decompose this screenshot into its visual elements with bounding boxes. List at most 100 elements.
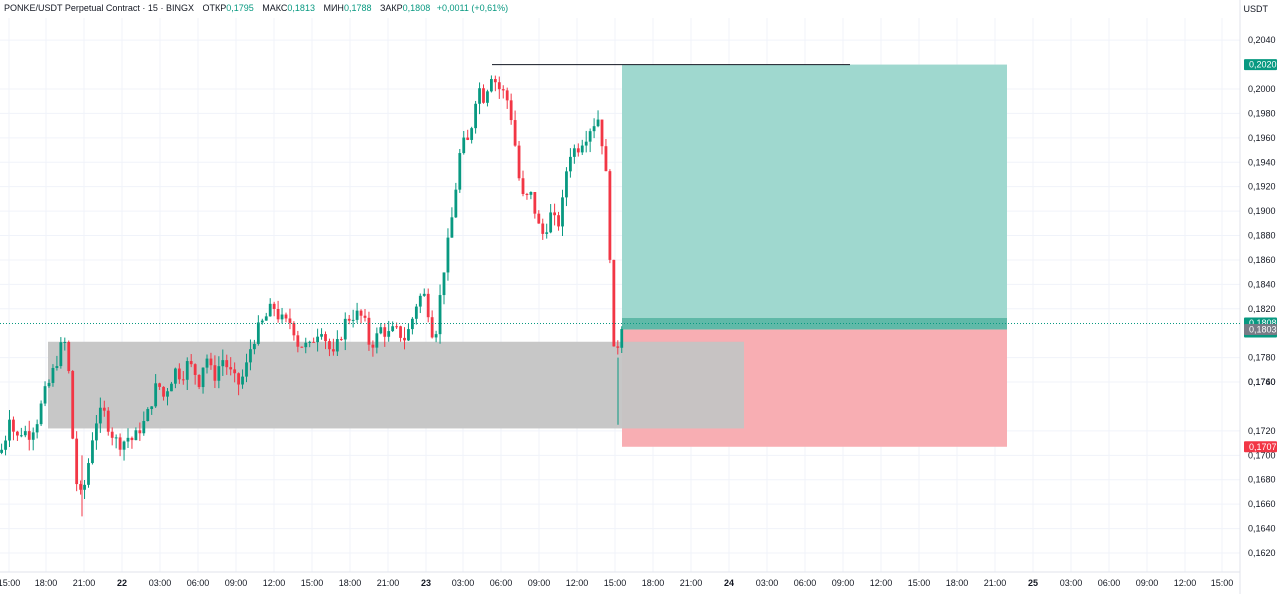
candle-body bbox=[525, 193, 529, 195]
candle-body bbox=[67, 341, 71, 372]
candle-body bbox=[150, 406, 154, 410]
candle-body bbox=[565, 171, 568, 198]
candle-body bbox=[225, 360, 229, 368]
candle-body bbox=[450, 217, 454, 238]
high-value: 0,1813 bbox=[287, 3, 315, 13]
candle-body bbox=[411, 318, 414, 330]
candle-body bbox=[256, 322, 260, 344]
price-badge-label: 0,1808 bbox=[1249, 318, 1277, 328]
candle-body bbox=[320, 334, 323, 337]
candle-body bbox=[130, 437, 134, 441]
candle-body bbox=[545, 232, 549, 234]
candle-body bbox=[87, 463, 90, 485]
candle-body bbox=[529, 191, 533, 195]
candle-body bbox=[474, 103, 477, 129]
time-tick-label: 09:00 bbox=[1136, 578, 1159, 588]
time-tick-label: 06:00 bbox=[1098, 578, 1121, 588]
candle-body bbox=[233, 369, 237, 374]
candle-body bbox=[134, 430, 138, 441]
candle-body bbox=[557, 215, 560, 227]
candle-body bbox=[517, 145, 521, 179]
candle-body bbox=[241, 376, 244, 385]
candle-body bbox=[509, 100, 513, 121]
candle-body bbox=[39, 403, 43, 425]
candle-body bbox=[181, 379, 185, 381]
candle-body bbox=[288, 318, 292, 323]
candle-body bbox=[16, 431, 19, 436]
candle-body bbox=[205, 358, 209, 368]
candle-body bbox=[533, 191, 537, 214]
price-tick-label: 0,2040 bbox=[1248, 35, 1276, 45]
candle-body bbox=[106, 410, 110, 432]
time-tick-label: 15:00 bbox=[604, 578, 627, 588]
candle-body bbox=[379, 327, 383, 334]
price-tick-label: 0,1720 bbox=[1248, 426, 1276, 436]
candle-body bbox=[426, 293, 430, 318]
symbol-name[interactable]: PONKE/USDT Perpetual Contract bbox=[4, 3, 140, 13]
range-box bbox=[48, 341, 744, 429]
candle-body bbox=[383, 327, 387, 337]
candle-body bbox=[351, 319, 355, 321]
time-tick-label: 15:00 bbox=[0, 578, 20, 588]
time-tick-label: 21:00 bbox=[377, 578, 400, 588]
time-tick-label: 09:00 bbox=[832, 578, 855, 588]
candle-body bbox=[486, 91, 489, 103]
candle-body bbox=[245, 362, 248, 377]
candle-body bbox=[95, 423, 98, 441]
candle-body bbox=[466, 137, 470, 140]
time-tick-label: 06:00 bbox=[490, 578, 513, 588]
candle-body bbox=[328, 341, 331, 350]
candle-body bbox=[588, 131, 592, 142]
candle-body bbox=[177, 368, 181, 380]
time-tick-label: 21:00 bbox=[680, 578, 703, 588]
time-tick-label: 15:00 bbox=[908, 578, 931, 588]
candle-body bbox=[63, 341, 67, 343]
candle-body bbox=[126, 437, 130, 442]
take-profit-zone bbox=[622, 64, 1007, 318]
candle-body bbox=[592, 126, 596, 132]
time-tick-label: 24 bbox=[724, 578, 734, 588]
time-tick-label: 18:00 bbox=[339, 578, 362, 588]
interval[interactable]: 15 bbox=[147, 3, 158, 13]
candle-body bbox=[596, 119, 600, 127]
candle-body bbox=[146, 409, 150, 422]
candle-body bbox=[189, 361, 193, 365]
open-value: 0,1795 bbox=[226, 3, 254, 13]
time-tick-label: 23 bbox=[421, 578, 431, 588]
candle-body bbox=[0, 449, 3, 453]
candle-body bbox=[312, 341, 316, 343]
candle-body bbox=[482, 88, 485, 103]
time-tick-label: 06:00 bbox=[794, 578, 817, 588]
candle-body bbox=[114, 437, 118, 439]
candle-body bbox=[608, 171, 612, 260]
axis-unit[interactable]: USDT bbox=[1243, 4, 1269, 14]
candle-body bbox=[387, 331, 391, 337]
candle-body bbox=[604, 146, 608, 172]
candle-body bbox=[170, 383, 173, 392]
candle-body bbox=[91, 440, 94, 464]
price-tick-label: 0,1700 bbox=[1248, 450, 1276, 460]
low-label: МИН bbox=[323, 3, 344, 13]
candle-body bbox=[339, 339, 343, 341]
candle-body bbox=[371, 344, 375, 348]
candle-body bbox=[253, 343, 256, 350]
candle-body bbox=[4, 440, 7, 450]
candle-body bbox=[276, 308, 280, 320]
entry-band bbox=[622, 317, 1007, 330]
candle-body bbox=[600, 119, 604, 147]
candle-body bbox=[75, 438, 79, 485]
candle-body bbox=[521, 178, 525, 194]
time-tick-label: 18:00 bbox=[35, 578, 58, 588]
candle-body bbox=[79, 484, 82, 490]
candle-body bbox=[584, 141, 588, 146]
price-tick-label: 0,1740 bbox=[1248, 377, 1276, 387]
time-tick-label: 22 bbox=[117, 578, 127, 588]
time-tick-label: 15:00 bbox=[301, 578, 324, 588]
low-value: 0,1788 bbox=[343, 3, 372, 13]
candle-body bbox=[367, 317, 371, 345]
candle-body bbox=[355, 310, 359, 320]
change-value: +0,0011 (+0,61%) bbox=[436, 3, 509, 13]
candle-body bbox=[43, 386, 47, 404]
candle-body bbox=[102, 407, 106, 411]
